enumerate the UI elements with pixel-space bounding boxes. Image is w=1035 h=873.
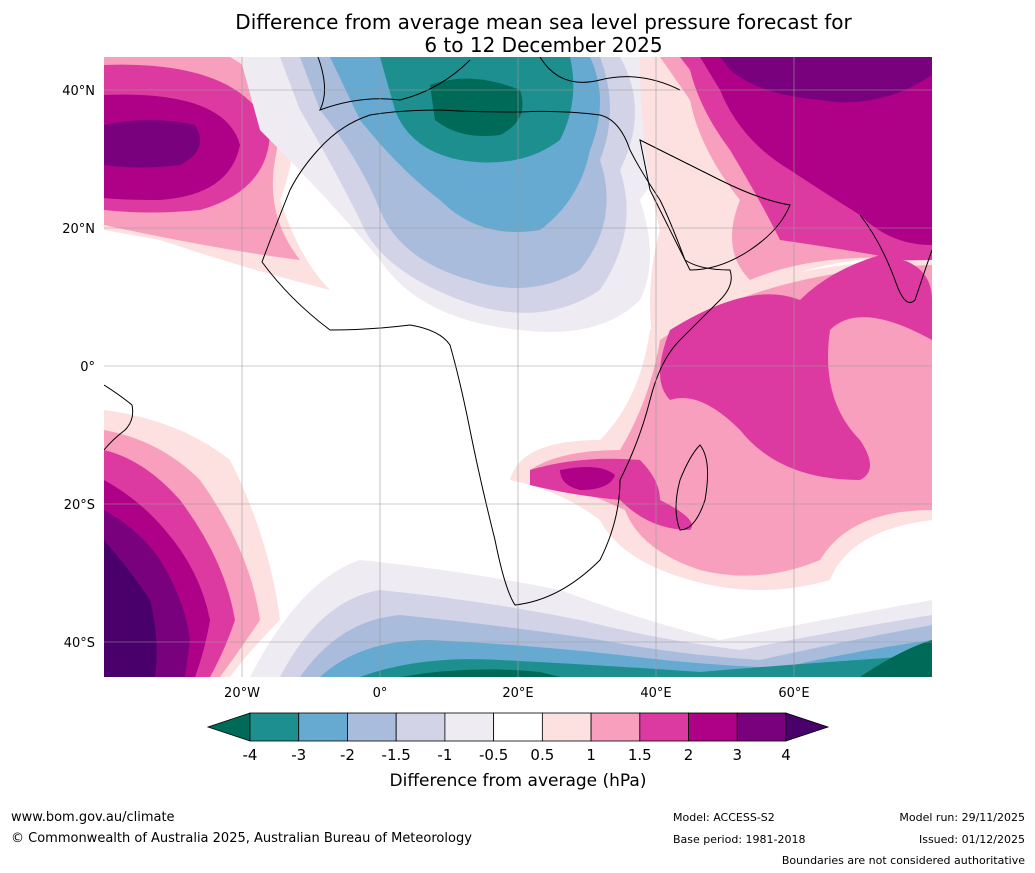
colorbar-bin <box>639 712 689 742</box>
colorbar-bin <box>249 712 300 742</box>
chart-title-line-2: 6 to 12 December 2025 <box>424 33 663 57</box>
africa-coastline <box>261 109 732 606</box>
south-america-coast <box>104 384 134 451</box>
colorbar-tick-label: -1.5 <box>382 746 411 764</box>
footer-url: www.bom.gov.au/climate <box>11 810 175 825</box>
colorbar-bin <box>298 712 348 742</box>
europe-coastline <box>317 57 681 111</box>
colorbar-tick-label: 3 <box>732 746 742 764</box>
arabia-coastline <box>639 139 791 271</box>
footer-issued: Issued: 01/12/2025 <box>918 833 1025 846</box>
colorbar-bin <box>395 712 446 742</box>
lat-label-40n: 40°N <box>62 84 95 99</box>
colorbar-bin <box>541 712 592 742</box>
colorbar-bin <box>493 712 543 742</box>
anomaly-contour-med-m4 <box>430 78 523 136</box>
longitude-labels: 20°W 0° 20°E 40°E 60°E <box>224 686 810 701</box>
colorbar-tick-label: 4 <box>781 746 791 764</box>
footer-copyright: © Commonwealth of Australia 2025, Austra… <box>11 831 472 846</box>
colorbar-tick-label: 1.5 <box>628 746 652 764</box>
colorbar-bin <box>590 712 641 742</box>
colorbar-label: Difference from average (hPa) <box>390 771 647 791</box>
graticule <box>104 57 932 677</box>
colorbar-tick-label: -4 <box>243 746 258 764</box>
colorbar-tick-labels: -4 -3 -2 -1.5 -1 -0.5 0.5 1 1.5 2 3 4 <box>243 746 791 764</box>
pressure-anomaly-field <box>104 57 932 677</box>
colorbar-tick-label: -3 <box>291 746 306 764</box>
colorbar <box>206 712 830 742</box>
colorbar-bin <box>736 712 787 742</box>
coastlines <box>104 57 932 606</box>
colorbar-tick-label: -1 <box>437 746 452 764</box>
colorbar-tick-label: -0.5 <box>479 746 508 764</box>
madagascar-coastline <box>675 444 709 531</box>
lat-label-20s: 20°S <box>64 498 95 513</box>
colorbar-tick-label: 1 <box>586 746 596 764</box>
footer-model: Model: ACCESS-S2 <box>673 811 775 824</box>
colorbar-tick-label: 0.5 <box>530 746 554 764</box>
lon-label-0: 0° <box>373 686 388 701</box>
lat-label-40s: 40°S <box>64 636 95 651</box>
anomaly-contour-io-2 <box>560 466 615 490</box>
footer-model-run: Model run: 29/11/2025 <box>899 811 1025 824</box>
colorbar-extend-high <box>785 712 830 742</box>
anomaly-contour-ne-2 <box>700 57 932 245</box>
lon-label-60e: 60°E <box>778 686 809 701</box>
colorbar-tick-label: 2 <box>684 746 694 764</box>
footer-disclaimer: Boundaries are not considered authoritat… <box>781 854 1025 867</box>
anomaly-contour-io-15 <box>660 255 932 480</box>
anomaly-contour-so-m4 <box>400 640 932 677</box>
colorbar-tick-label: -2 <box>340 746 355 764</box>
colorbar-bin <box>444 712 495 742</box>
lon-label-20w: 20°W <box>224 686 260 701</box>
colorbar-bin <box>347 712 397 742</box>
india-coastline <box>859 214 932 303</box>
anomaly-contour-ne-3 <box>720 57 932 103</box>
colorbar-extend-low <box>206 712 251 742</box>
anomaly-contour-sw-4 <box>104 540 157 677</box>
lat-label-20n: 20°N <box>62 222 95 237</box>
lon-label-40e: 40°E <box>640 686 671 701</box>
lat-label-0: 0° <box>80 360 95 375</box>
lon-label-20e: 20°E <box>502 686 533 701</box>
chart-title-line-1: Difference from average mean sea level p… <box>235 10 852 34</box>
footer-base-period: Base period: 1981-2018 <box>673 833 806 846</box>
latitude-labels: 40°N 20°N 0° 20°S 40°S <box>62 84 95 651</box>
anomaly-contour-nw-3 <box>104 120 200 168</box>
colorbar-bin <box>688 712 738 742</box>
